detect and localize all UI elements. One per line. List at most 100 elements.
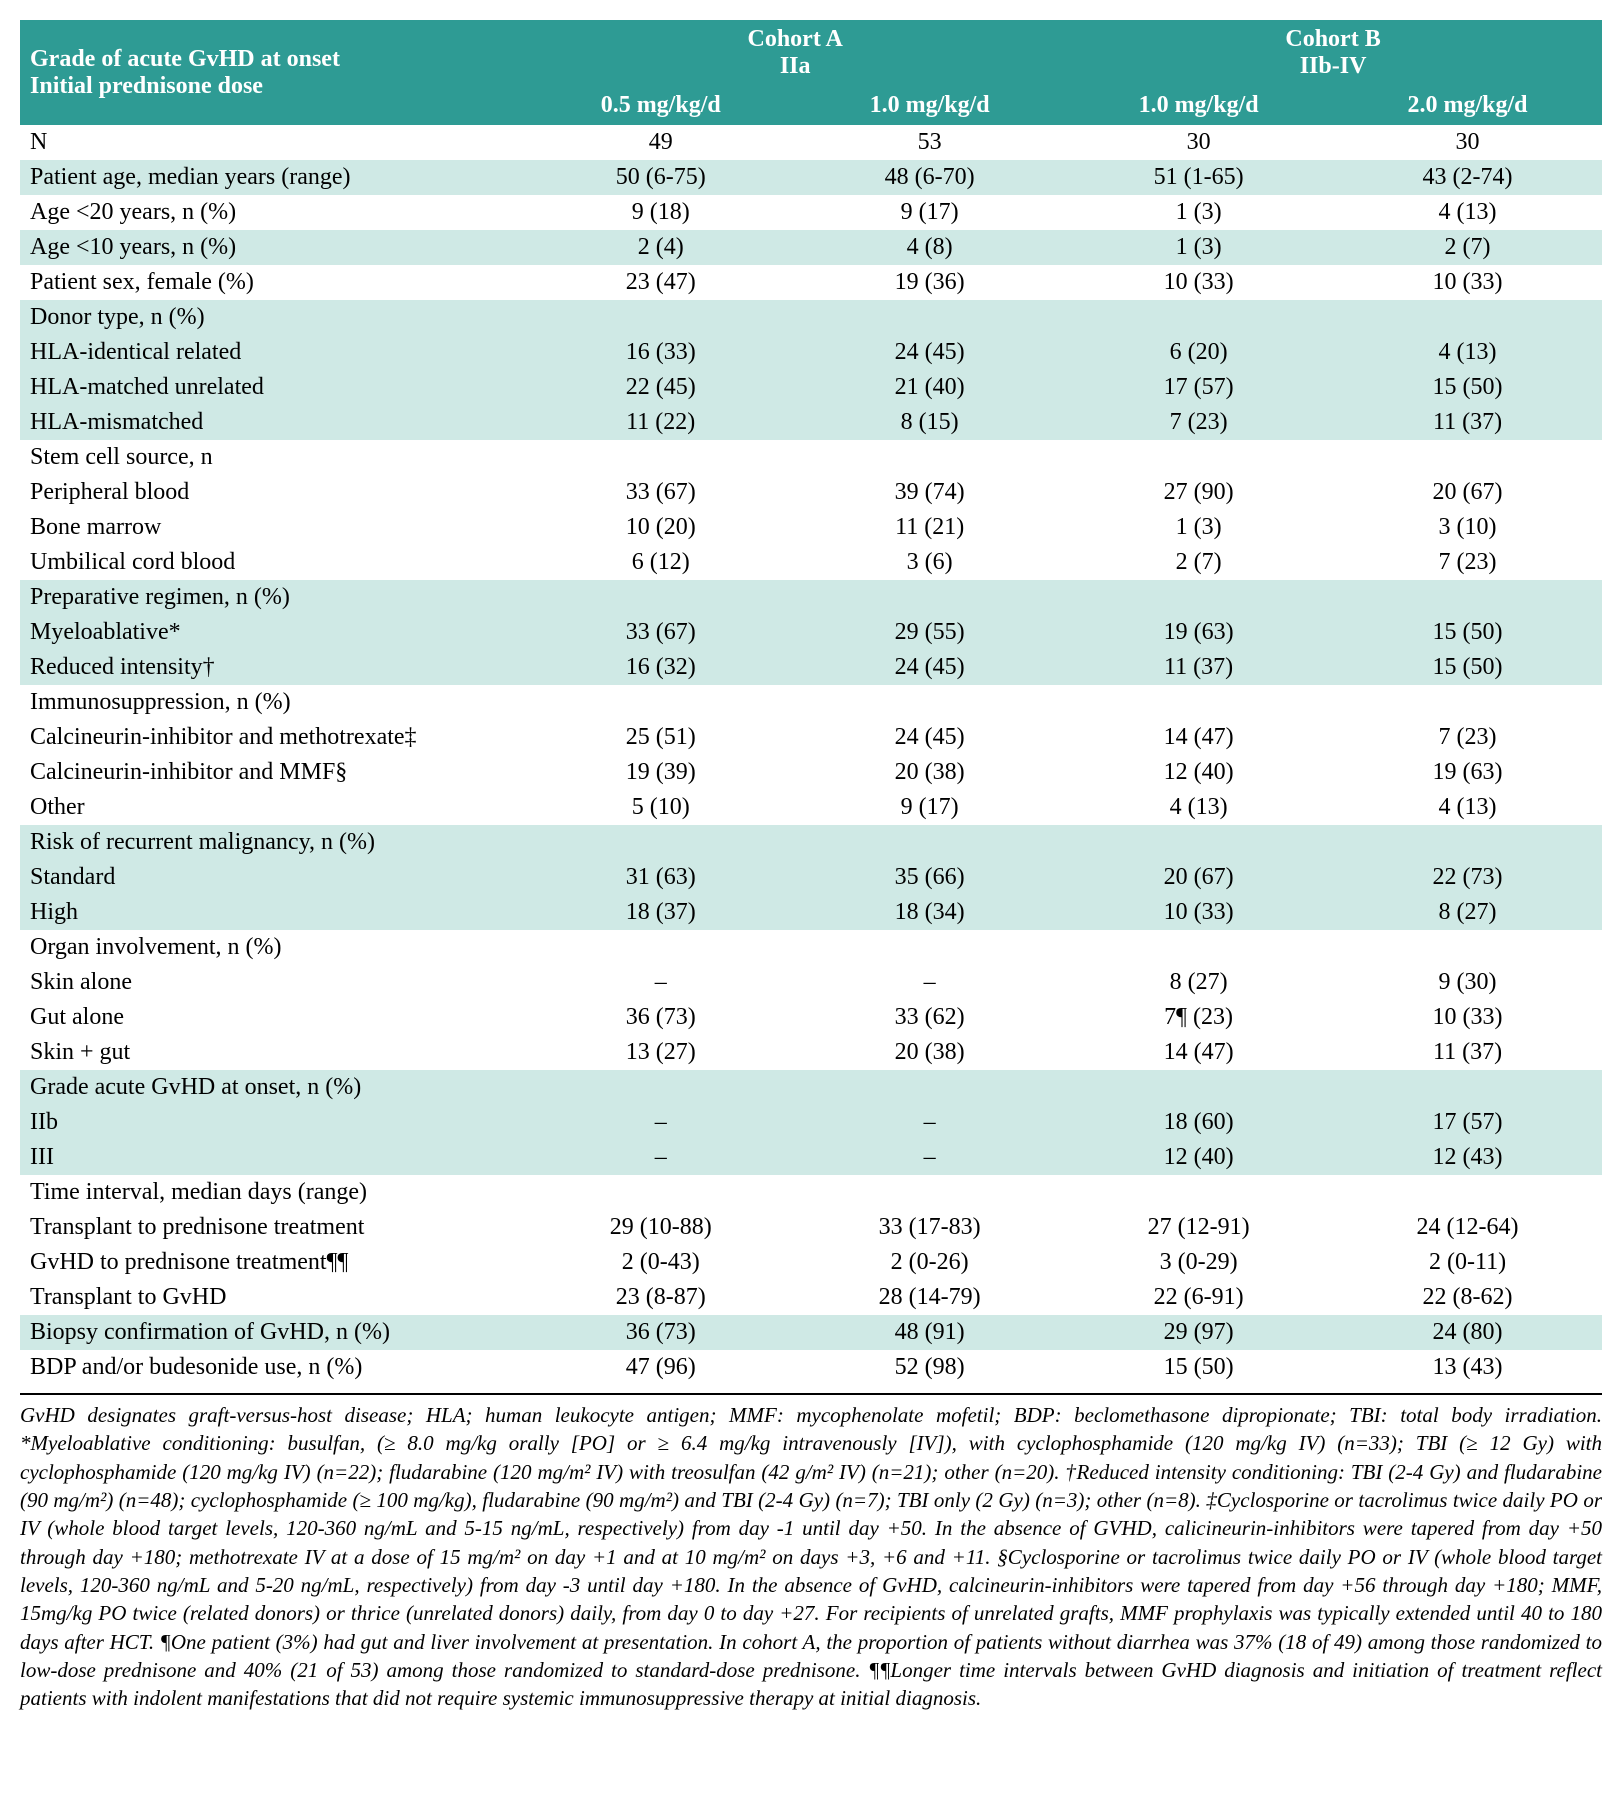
table-row: High18 (37)18 (34)10 (33)8 (27) [20,895,1602,930]
row-value: 15 (50) [1333,615,1602,650]
group-label: Grade acute GvHD at onset, n (%) [20,1070,526,1105]
row-value: 1 (3) [1064,510,1333,545]
row-value: 11 (37) [1333,1035,1602,1070]
row-value: 53 [795,125,1064,160]
row-value [526,300,795,335]
table-row: Age <10 years, n (%)2 (4)4 (8)1 (3)2 (7) [20,230,1602,265]
table-row: Other5 (10)9 (17)4 (13)4 (13) [20,790,1602,825]
row-value: 33 (67) [526,475,795,510]
row-value: 4 (13) [1333,790,1602,825]
table-row: Biopsy confirmation of GvHD, n (%)36 (73… [20,1315,1602,1350]
header-cohort-b: Cohort B IIb-IV [1064,20,1602,86]
row-value [526,440,795,475]
table-row: Umbilical cord blood6 (12)3 (6)2 (7)7 (2… [20,545,1602,580]
row-label: Patient age, median years (range) [20,160,526,195]
row-value: 15 (50) [1064,1350,1333,1385]
row-value: 33 (67) [526,615,795,650]
subrow-label: Calcineurin-inhibitor and MMF§ [20,755,526,790]
row-value: 22 (73) [1333,860,1602,895]
cohort-a-label: Cohort A [536,26,1054,53]
row-value [526,1175,795,1210]
table-header: Grade of acute GvHD at onset Initial pre… [20,20,1602,125]
row-value [1333,685,1602,720]
header-dose-3: 1.0 mg/kg/d [1064,86,1333,125]
subrow-label: Gut alone [20,1000,526,1035]
row-value: 10 (20) [526,510,795,545]
table-row: HLA-mismatched11 (22)8 (15)7 (23)11 (37) [20,405,1602,440]
row-value: 23 (8-87) [526,1280,795,1315]
table-container: Grade of acute GvHD at onset Initial pre… [20,20,1602,1713]
subrow-label: III [20,1140,526,1175]
row-value: 33 (62) [795,1000,1064,1035]
row-value: 7 (23) [1064,405,1333,440]
row-value: 18 (37) [526,895,795,930]
row-value [795,825,1064,860]
row-value: 51 (1-65) [1064,160,1333,195]
row-value [1333,1070,1602,1105]
row-value: 3 (10) [1333,510,1602,545]
row-value: 12 (40) [1064,755,1333,790]
group-label: Organ involvement, n (%) [20,930,526,965]
row-value [1333,825,1602,860]
row-value [526,685,795,720]
row-value [1064,580,1333,615]
group-label: Time interval, median days (range) [20,1175,526,1210]
row-value: 9 (17) [795,790,1064,825]
row-value: 20 (38) [795,755,1064,790]
row-value: 7 (23) [1333,545,1602,580]
row-value: 48 (6-70) [795,160,1064,195]
row-value: 13 (43) [1333,1350,1602,1385]
row-value: 19 (39) [526,755,795,790]
row-value: 1 (3) [1064,230,1333,265]
row-value: 11 (37) [1064,650,1333,685]
row-label: BDP and/or budesonide use, n (%) [20,1350,526,1385]
table-row: Reduced intensity†16 (32)24 (45)11 (37)1… [20,650,1602,685]
row-value: 11 (37) [1333,405,1602,440]
subrow-label: Transplant to prednisone treatment [20,1210,526,1245]
subrow-label: Skin alone [20,965,526,1000]
cohort-a-sub: IIa [536,53,1054,80]
table-row: Skin alone––8 (27)9 (30) [20,965,1602,1000]
row-value [1064,300,1333,335]
row-value: 12 (40) [1064,1140,1333,1175]
table-row: Peripheral blood33 (67)39 (74)27 (90)20 … [20,475,1602,510]
table-row: III––12 (40)12 (43) [20,1140,1602,1175]
row-value: 48 (91) [795,1315,1064,1350]
row-value [795,930,1064,965]
row-value: – [795,965,1064,1000]
row-value: 8 (15) [795,405,1064,440]
row-value: 47 (96) [526,1350,795,1385]
row-value: 52 (98) [795,1350,1064,1385]
row-value: – [795,1105,1064,1140]
table-body: N49533030Patient age, median years (rang… [20,125,1602,1385]
row-value: 2 (0-11) [1333,1245,1602,1280]
table-row: Donor type, n (%) [20,300,1602,335]
row-value: 22 (6-91) [1064,1280,1333,1315]
row-value [795,1175,1064,1210]
row-value: 24 (45) [795,335,1064,370]
group-label: Stem cell source, n [20,440,526,475]
row-value: 4 (13) [1333,195,1602,230]
row-value: 3 (6) [795,545,1064,580]
row-value: 24 (12-64) [1333,1210,1602,1245]
table-row: Gut alone36 (73)33 (62)7¶ (23)10 (33) [20,1000,1602,1035]
row-value: 17 (57) [1333,1105,1602,1140]
row-value: 15 (50) [1333,370,1602,405]
row-value: 4 (8) [795,230,1064,265]
subrow-label: HLA-identical related [20,335,526,370]
table-row: HLA-matched unrelated22 (45)21 (40)17 (5… [20,370,1602,405]
row-value: 17 (57) [1064,370,1333,405]
table-row: Risk of recurrent malignancy, n (%) [20,825,1602,860]
row-value: 20 (67) [1064,860,1333,895]
row-value: 6 (20) [1064,335,1333,370]
row-value [526,825,795,860]
row-value: 8 (27) [1333,895,1602,930]
row-value: – [795,1140,1064,1175]
row-value: 24 (80) [1333,1315,1602,1350]
table-row: Immunosuppression, n (%) [20,685,1602,720]
row-value [1064,440,1333,475]
row-label: Age <10 years, n (%) [20,230,526,265]
row-value: 21 (40) [795,370,1064,405]
row-value: 7 (23) [1333,720,1602,755]
row-value: 28 (14-79) [795,1280,1064,1315]
